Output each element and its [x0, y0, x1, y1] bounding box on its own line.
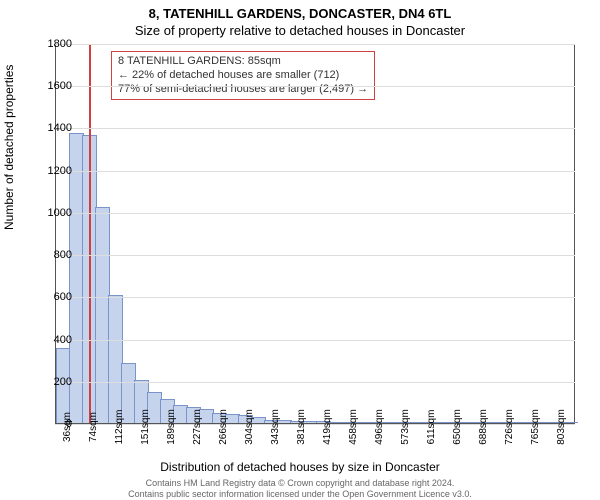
x-tick-label: 650sqm: [452, 409, 463, 445]
x-tick-label: 74sqm: [88, 412, 99, 442]
property-marker-line: [89, 45, 91, 423]
x-tick-label: 227sqm: [192, 409, 203, 445]
y-tick-label: 1200: [48, 165, 72, 177]
y-tick-label: 600: [54, 291, 72, 303]
x-tick-label: 573sqm: [400, 409, 411, 445]
y-tick-label: 200: [54, 376, 72, 388]
page-title: 8, TATENHILL GARDENS, DONCASTER, DN4 6TL: [0, 0, 600, 21]
x-tick-label: 419sqm: [322, 409, 333, 445]
x-axis-label: Distribution of detached houses by size …: [0, 460, 600, 474]
x-tick-label: 343sqm: [270, 409, 281, 445]
footer-copyright-2: Contains public sector information licen…: [0, 489, 600, 499]
x-tick-label: 266sqm: [218, 409, 229, 445]
x-tick-label: 611sqm: [426, 410, 437, 445]
gridline: [55, 86, 575, 87]
gridline: [55, 340, 575, 341]
gridline: [55, 424, 575, 425]
x-tick-label: 496sqm: [374, 409, 385, 445]
gridline: [55, 297, 575, 298]
x-tick-label: 36sqm: [62, 412, 73, 442]
plot-area: 8 TATENHILL GARDENS: 85sqm← 22% of detac…: [55, 44, 575, 424]
annotation-line: 77% of semi-detached houses are larger (…: [118, 83, 368, 97]
y-axis-label: Number of detached properties: [2, 65, 16, 230]
x-tick-label: 304sqm: [244, 409, 255, 445]
x-tick-label: 688sqm: [478, 409, 489, 445]
gridline: [55, 128, 575, 129]
x-tick-label: 112sqm: [114, 410, 125, 445]
x-tick-label: 151sqm: [140, 409, 151, 445]
x-tick-label: 726sqm: [504, 409, 515, 445]
y-tick-label: 1400: [48, 122, 72, 134]
y-tick-label: 1000: [48, 207, 72, 219]
y-tick-label: 400: [54, 334, 72, 346]
x-tick-label: 381sqm: [296, 409, 307, 445]
y-tick-label: 800: [54, 249, 72, 261]
x-tick-label: 803sqm: [556, 409, 567, 445]
x-tick-label: 458sqm: [348, 409, 359, 445]
page-subtitle: Size of property relative to detached ho…: [0, 21, 600, 38]
y-tick-label: 1800: [48, 38, 72, 50]
annotation-line: 8 TATENHILL GARDENS: 85sqm: [118, 55, 368, 69]
y-tick-label: 1600: [48, 80, 72, 92]
footer-copyright-1: Contains HM Land Registry data © Crown c…: [0, 478, 600, 488]
gridline: [55, 171, 575, 172]
gridline: [55, 255, 575, 256]
x-tick-label: 765sqm: [530, 409, 541, 445]
x-tick-label: 189sqm: [166, 409, 177, 445]
annotation-box: 8 TATENHILL GARDENS: 85sqm← 22% of detac…: [111, 51, 375, 100]
gridline: [55, 382, 575, 383]
gridline: [55, 213, 575, 214]
gridline: [55, 44, 575, 45]
annotation-line: ← 22% of detached houses are smaller (71…: [118, 69, 368, 83]
